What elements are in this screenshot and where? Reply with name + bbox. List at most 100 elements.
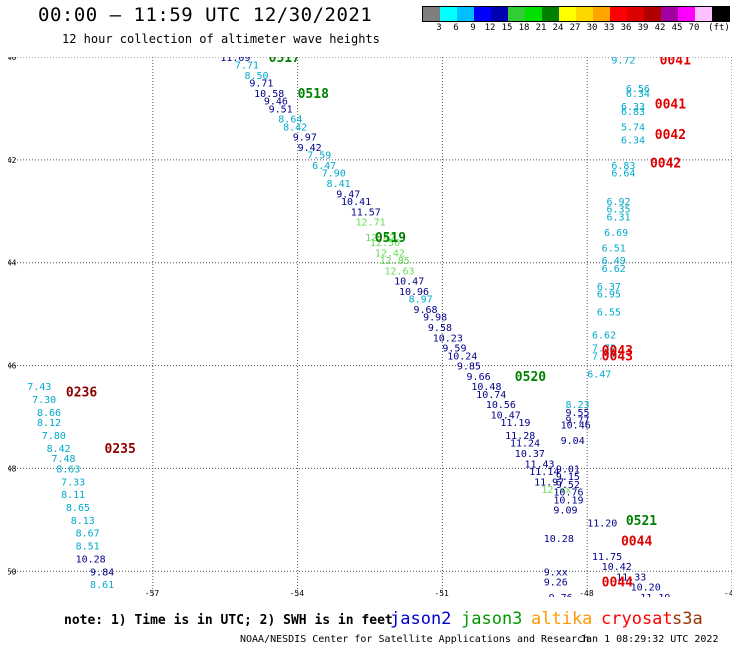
lat-tick-label: -50 <box>8 567 17 576</box>
color-scale-tick: 42 <box>654 23 666 33</box>
wave-height-value: 8.42 <box>283 122 307 133</box>
wave-height-value: 8.61 <box>90 580 114 591</box>
wave-height-value: 11.57 <box>351 207 381 218</box>
wave-height-value: 8.97 <box>409 295 433 306</box>
color-swatch <box>559 7 576 21</box>
wave-height-value: 8.64 <box>278 115 302 126</box>
wave-height-value: 7.48 <box>51 454 75 465</box>
wave-height-value: 6.83 <box>621 107 645 118</box>
color-swatch <box>644 7 661 21</box>
wave-height-value: 12.42 <box>375 248 405 259</box>
altimeter-map: -57-54-51-48-45-40-42-44-46-48-5011.097.… <box>8 57 732 597</box>
color-swatch <box>712 7 729 21</box>
wave-height-value: 10.46 <box>561 421 591 432</box>
wave-height-value: 9.58 <box>428 323 452 334</box>
legend-item-jason3: jason3 <box>461 609 523 629</box>
color-scale-tick: 39 <box>637 23 649 33</box>
track-label: 0236 <box>66 385 97 400</box>
wave-height-value: 10.74 <box>476 390 506 401</box>
wave-height-value: 10.56 <box>486 400 516 411</box>
wave-height-value: 9.97 <box>293 133 317 144</box>
wave-height-value: 9.66 <box>467 372 491 383</box>
wave-height-value: 10.19 <box>553 495 583 506</box>
wave-height-value: 9.51 <box>269 104 293 115</box>
track-label: 0521 <box>626 514 657 529</box>
wave-height-value: 11.09 <box>220 57 250 64</box>
track-label: 0044 <box>621 534 652 549</box>
wave-height-value: 7.71 <box>235 61 259 72</box>
wave-height-value: 10.48 <box>471 382 501 393</box>
wave-height-value: 9.71 <box>249 79 273 90</box>
lat-tick-label: -40 <box>8 57 17 62</box>
legend-item-altika: altika <box>531 609 593 629</box>
credit-line: NOAA/NESDIS Center for Satellite Applica… <box>240 634 590 645</box>
wave-height-value: 6.69 <box>604 228 628 239</box>
wave-height-value: 10.23 <box>433 333 463 344</box>
lat-tick-label: -44 <box>8 259 17 268</box>
wave-height-value: 6.83 <box>611 161 635 172</box>
wave-height-value: 6.92 <box>607 197 631 208</box>
wave-height-value: 10.28 <box>76 554 106 565</box>
color-scale-tick: 3 <box>436 23 442 33</box>
timestamp: Jan 1 08:29:32 UTC 2022 <box>580 634 719 645</box>
color-scale-tick: 30 <box>586 23 598 33</box>
wave-height-value: 8.66 <box>37 408 61 419</box>
wave-height-value: 6.37 <box>597 282 621 293</box>
lon-tick-label: -57 <box>145 589 160 597</box>
wave-height-value: 12.xx <box>541 485 571 496</box>
wave-height-value: 9.59 <box>442 344 466 355</box>
lat-tick-label: -46 <box>8 362 17 371</box>
color-swatch <box>457 7 474 21</box>
color-swatch <box>491 7 508 21</box>
wave-height-value: 7.59 <box>307 151 331 162</box>
wave-height-value: 5.74 <box>621 122 645 133</box>
color-swatch <box>678 7 695 21</box>
wave-height-value: 8.67 <box>76 529 100 540</box>
color-swatch <box>576 7 593 21</box>
wave-height-value: 11.28 <box>505 431 535 442</box>
wave-height-value: 12.71 <box>356 218 386 229</box>
wave-height-value: 6.34 <box>621 135 645 146</box>
lat-tick-label: -48 <box>8 464 17 473</box>
color-scale-tick: 27 <box>569 23 581 33</box>
wave-height-value: 6.95 <box>597 290 621 301</box>
lon-tick-label: -48 <box>579 589 594 597</box>
color-swatch <box>593 7 610 21</box>
color-scale-tick: 33 <box>603 23 615 33</box>
wave-height-value: 9.42 <box>298 143 322 154</box>
color-scale-tick: 6 <box>453 23 459 33</box>
wave-height-value: 6.47 <box>312 161 336 172</box>
wave-height-value: 9.09 <box>553 506 577 517</box>
wave-height-value: 8.51 <box>76 542 100 553</box>
color-scale-ticks: 3 6 9 12 15 18 21 24 27 30 33 36 39 42 45 70 (ft) <box>422 23 730 35</box>
footnote: note: 1) Time is in UTC; 2) SWH is in fe… <box>64 613 393 628</box>
wave-height-value: 10.28 <box>544 534 574 545</box>
wave-height-value: 8.63 <box>56 464 80 475</box>
wave-height-value: 9.04 <box>561 436 585 447</box>
color-scale-tick: 12 <box>484 23 496 33</box>
wave-height-value: 9.52 <box>556 480 580 491</box>
track-label: 0043 <box>602 344 633 359</box>
color-scale-tick: 24 <box>552 23 564 33</box>
color-scale-bar <box>422 6 730 22</box>
map-title: 00:00 – 11:59 UTC 12/30/2021 <box>38 4 373 26</box>
color-scale-tick: 15 <box>501 23 513 33</box>
wave-height-value: 9.xx <box>544 567 568 578</box>
wave-height-value: 10.47 <box>491 410 521 421</box>
track-label: 0518 <box>298 87 329 102</box>
track-label: 0517 <box>269 57 300 66</box>
wave-height-value: 11.19 <box>500 418 530 429</box>
track-label: 0520 <box>515 370 546 385</box>
wave-height-value: 10.47 <box>394 277 424 288</box>
wave-height-value: 6.64 <box>611 169 635 180</box>
wave-height-value: 12.56 <box>370 238 400 249</box>
wave-height-value: 9.55 <box>565 408 589 419</box>
wave-height-value: 7.30 <box>32 395 56 406</box>
color-swatch <box>508 7 525 21</box>
wave-height-value: 11.20 <box>587 518 617 529</box>
wave-height-value: 9.15 <box>556 472 580 483</box>
wave-height-value: 8.11 <box>61 490 85 501</box>
track-label: 0044 <box>602 576 633 591</box>
wave-height-value: 7.80 <box>42 431 66 442</box>
wave-height-value: 9.01 <box>556 464 580 475</box>
